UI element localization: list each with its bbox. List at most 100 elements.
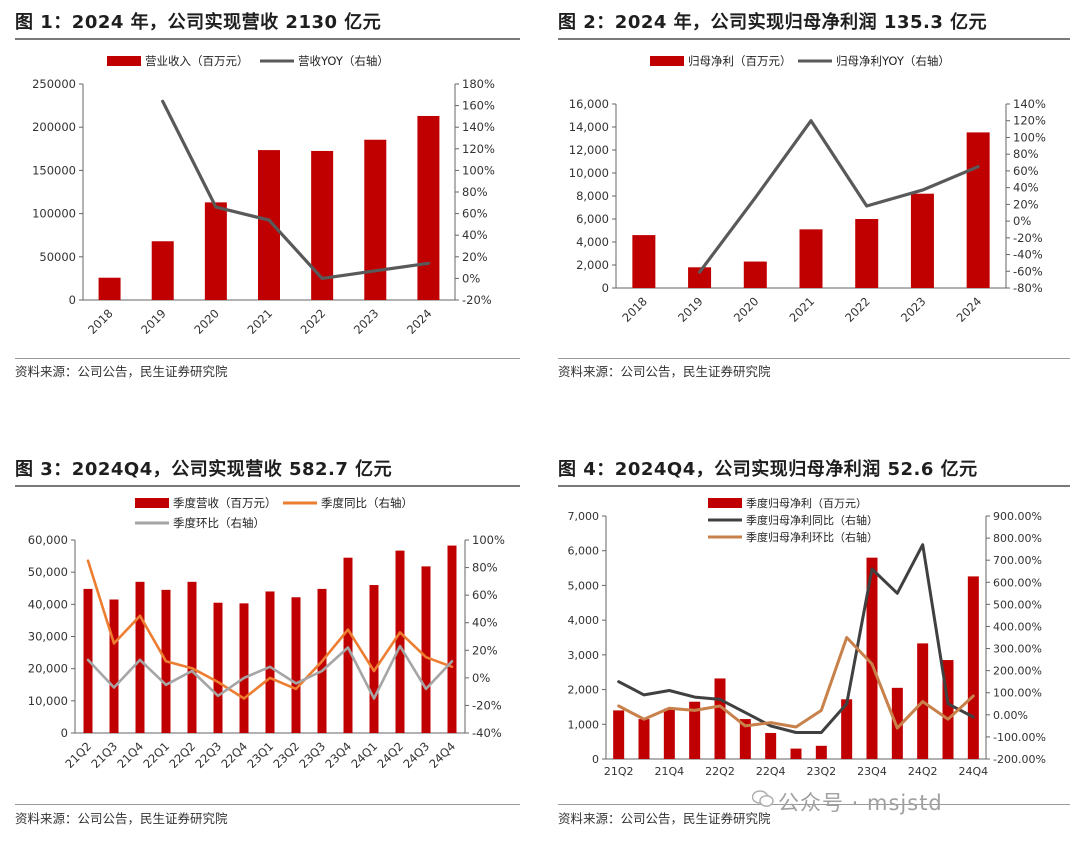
left-tick-label: 4,000 [576,235,609,249]
right-tick-label: -20% [1013,231,1043,245]
bar [942,660,954,759]
left-tick-label: 7,000 [568,510,600,523]
left-tick-label: 60,000 [28,533,68,547]
x-tick-label: 2022 [842,294,873,325]
x-tick-label: 2018 [619,294,650,325]
left-tick-label: 30,000 [28,630,68,644]
left-tick-label: 10,000 [28,694,68,708]
bar [743,261,767,288]
right-tick-label: 20% [1013,197,1039,211]
bar [967,576,979,759]
left-tick-label: 10,000 [569,166,609,180]
legend-swatch [708,498,742,508]
legend-label: 季度环比（右轴） [173,516,265,530]
right-tick-label: 80% [472,561,498,575]
x-tick-label: 23Q4 [322,739,354,771]
bar [688,267,712,288]
x-tick-label: 2022 [298,306,329,337]
legend-swatch [135,498,169,508]
left-tick-label: 4,000 [568,614,600,627]
x-tick-label: 22Q4 [218,739,250,771]
left-tick-label: 3,000 [568,649,600,662]
right-tick-label: 40% [462,228,488,242]
left-tick-label: 250000 [32,77,76,91]
bar [239,603,249,733]
left-tick-label: 6,000 [568,545,600,558]
x-tick-label: 24Q2 [908,765,938,778]
bar [343,557,353,733]
x-tick-label: 2024 [404,306,435,337]
bar [632,235,656,288]
right-tick-label: 300.00% [993,643,1042,656]
x-tick-label: 21Q3 [88,739,120,771]
legend-label: 季度归母净利（百万元） [746,496,867,510]
legend-label: 归母净利（百万元） [688,54,792,68]
bar [213,602,223,733]
bar [151,241,174,300]
right-tick-label: 100% [1013,130,1046,144]
x-tick-label: 24Q3 [400,739,432,771]
x-tick-label: 22Q4 [756,765,786,778]
right-tick-label: 160% [462,99,495,113]
left-tick-label: 0 [592,753,599,766]
bar [663,708,675,759]
series-line [617,543,975,734]
series-line [161,99,430,280]
bar [421,566,431,733]
left-tick-label: 8,000 [576,189,609,203]
right-tick-label: -20% [472,698,502,712]
bar [638,719,650,759]
left-tick-label: 50000 [39,250,76,264]
bar [204,202,227,300]
left-tick-label: 20,000 [28,662,68,676]
bar [765,732,777,759]
series-line [698,119,980,274]
x-tick-label: 24Q1 [348,739,380,771]
x-tick-label: 24Q4 [426,739,458,771]
x-tick-label: 21Q4 [114,739,146,771]
right-tick-label: -60% [1013,264,1043,278]
x-tick-label: 2024 [954,294,985,325]
legend-swatch [650,56,684,66]
chart-4-svg: 0 1,000 2,000 3,000 4,000 5,000 6,000 7,000 -200… [568,496,1046,778]
right-tick-label: 500.00% [993,598,1042,611]
wechat-icon [752,790,774,807]
bar [799,229,823,288]
chart-source: 资料来源：公司公告，民生证券研究院 [15,364,228,379]
right-tick-label: 140% [1013,97,1046,111]
bar [265,591,275,733]
left-tick-label: 5,000 [568,579,600,592]
right-tick-label: 120% [462,142,495,156]
left-tick-label: 50,000 [28,565,68,579]
series-line [86,644,454,700]
bar [891,687,903,759]
right-tick-label: 80% [462,185,488,199]
right-tick-label: 200.00% [993,665,1042,678]
x-tick-label: 2019 [675,294,706,325]
source-rule [558,804,1070,805]
right-tick-label: 40% [472,616,498,630]
x-tick-label: 2019 [138,306,169,337]
legend-label: 营收YOY（右轴） [298,54,389,68]
bar [135,581,145,733]
right-tick-label: 60% [462,207,488,221]
right-tick-label: -100.00% [993,731,1046,744]
right-tick-label: 20% [462,250,488,264]
left-tick-label: 0 [69,293,76,307]
x-tick-label: 23Q2 [807,765,837,778]
legend-label: 季度归母净利环比（右轴） [746,530,878,544]
right-tick-label: 100.00% [993,687,1042,700]
bar [689,701,701,759]
bar [714,678,726,759]
left-tick-label: 0 [602,281,609,295]
bar [291,597,301,733]
chart-panel-1: 图 1：2024 年，公司实现营收 2130 亿元 0 50000 100000 15… [15,8,520,388]
right-tick-label: 120% [1013,114,1046,128]
chart-3-svg: 0 10,000 20,000 30,000 40,000 50,000 60,000 -40… [28,496,505,771]
right-tick-label: 900.00% [993,510,1042,523]
x-tick-label: 24Q4 [959,765,989,778]
left-tick-label: 0 [61,726,68,740]
right-tick-label: 100% [462,163,495,177]
right-tick-label: 180% [462,77,495,91]
right-tick-label: 60% [1013,164,1039,178]
